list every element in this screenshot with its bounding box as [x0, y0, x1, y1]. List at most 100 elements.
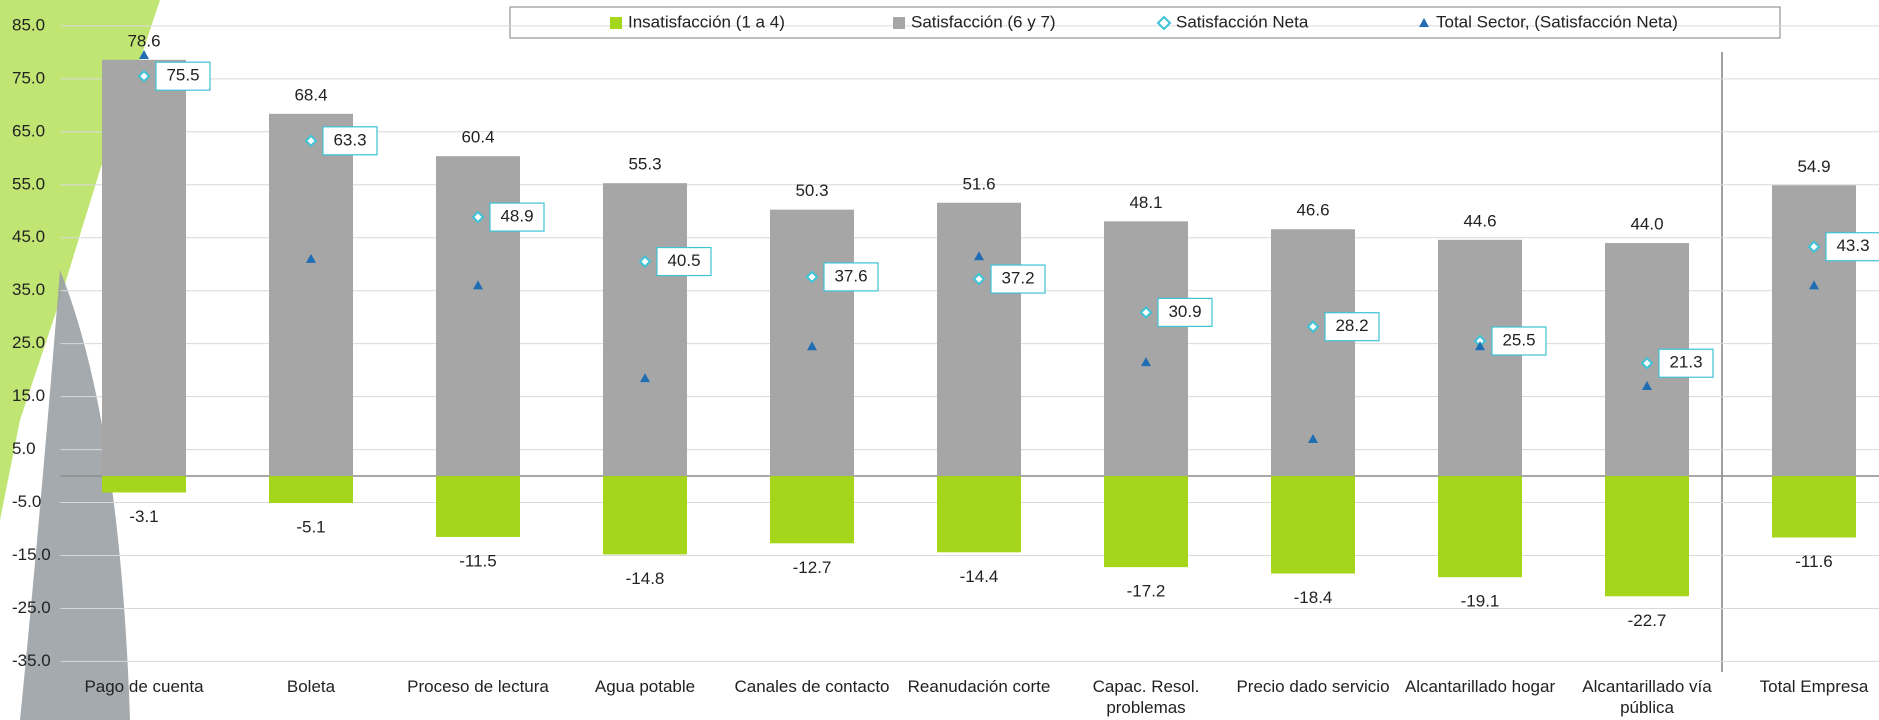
data-label-box — [656, 246, 712, 277]
bar — [436, 476, 520, 537]
data-label: 60.4 — [461, 128, 494, 147]
point — [1475, 341, 1485, 351]
data-label: 25.5 — [1502, 330, 1535, 349]
data-label-box — [1658, 348, 1714, 378]
data-label-box — [322, 126, 378, 156]
legend — [509, 6, 1781, 39]
bar — [269, 476, 353, 504]
point — [640, 373, 650, 383]
legend-label: Insatisfacción (1 a 4) — [628, 12, 785, 31]
bar — [603, 476, 687, 555]
point — [972, 272, 986, 286]
data-label: 68.4 — [294, 85, 327, 104]
y-tick-label: 15.0 — [12, 386, 45, 405]
data-label: 28.2 — [1335, 316, 1368, 335]
legend-label: Total Sector, (Satisfacción Neta) — [1436, 12, 1678, 31]
bar — [937, 202, 1021, 477]
point — [1642, 381, 1652, 391]
legend-swatch — [1419, 18, 1429, 27]
data-label: 48.1 — [1129, 193, 1162, 212]
data-label-box — [990, 264, 1046, 294]
x-tick-label: Alcantarillado hogar — [1404, 677, 1556, 696]
bar — [1104, 476, 1188, 568]
point — [1809, 280, 1819, 290]
data-label-box — [823, 262, 879, 292]
bar — [1772, 476, 1856, 538]
data-label-box — [489, 202, 545, 232]
data-label: 44.0 — [1630, 215, 1663, 234]
y-tick-label: -25.0 — [12, 598, 51, 617]
data-label: 54.9 — [1797, 157, 1830, 176]
x-tick-label: Alcantarillado vía pública — [1582, 677, 1712, 717]
bar — [102, 476, 186, 493]
x-tick-label: Capac. Resol. problemas — [1092, 677, 1200, 717]
data-label: -11.5 — [459, 551, 497, 570]
legend-swatch — [610, 17, 622, 29]
x-tick-label: Boleta — [286, 677, 336, 696]
data-label: 48.9 — [500, 207, 533, 226]
decoration — [0, 0, 160, 520]
point — [1640, 356, 1654, 370]
bar — [1104, 221, 1188, 477]
y-tick-label: -35.0 — [12, 651, 51, 670]
y-tick-label: 55.0 — [12, 174, 45, 193]
data-label: 78.6 — [127, 31, 160, 50]
bar — [1438, 239, 1522, 477]
data-label: -12.7 — [793, 558, 832, 577]
bar — [1271, 476, 1355, 574]
data-label: 37.2 — [1001, 269, 1034, 288]
x-tick-label: Proceso de lectura — [407, 677, 549, 696]
bar — [269, 113, 353, 477]
x-tick-label: Agua potable — [594, 677, 696, 696]
data-label: -14.4 — [960, 567, 999, 586]
data-label: 63.3 — [333, 130, 366, 149]
data-label: -11.6 — [1795, 552, 1833, 571]
bar — [1772, 185, 1856, 477]
x-tick-label: Total Empresa — [1759, 677, 1869, 696]
point — [471, 210, 485, 224]
bar — [102, 59, 186, 477]
bar — [937, 476, 1021, 553]
x-tick-label: Pago de cuenta — [84, 677, 204, 696]
y-tick-label: 75.0 — [12, 68, 45, 87]
data-label: 50.3 — [795, 181, 828, 200]
x-tick-label: Canales de contacto — [734, 677, 890, 696]
y-tick-label: -5.0 — [12, 492, 41, 511]
bar — [1605, 476, 1689, 597]
decoration — [20, 270, 130, 720]
bar — [603, 183, 687, 477]
y-tick-label: 65.0 — [12, 121, 45, 140]
data-label: -18.4 — [1294, 588, 1333, 607]
data-label: 55.3 — [628, 155, 661, 174]
data-label: -5.1 — [296, 518, 325, 537]
data-label: 46.6 — [1296, 201, 1329, 220]
point — [1807, 240, 1821, 254]
point — [638, 255, 652, 268]
bar — [770, 476, 854, 544]
y-tick-label: 35.0 — [12, 280, 45, 299]
y-tick-label: 25.0 — [12, 333, 45, 352]
data-label: 75.5 — [166, 66, 199, 85]
point — [1141, 357, 1151, 367]
data-label-box — [155, 61, 211, 91]
y-tick-label: -15.0 — [12, 545, 51, 564]
data-label: -17.2 — [1127, 582, 1166, 601]
point — [137, 69, 151, 83]
data-label-box — [1157, 297, 1213, 328]
legend-swatch — [893, 17, 905, 29]
data-label: -19.1 — [1461, 592, 1500, 611]
data-label: 21.3 — [1669, 353, 1702, 372]
point — [805, 270, 819, 284]
data-label-box — [1324, 312, 1380, 342]
data-label: -22.7 — [1628, 611, 1667, 630]
point — [304, 134, 318, 148]
data-label: 51.6 — [962, 174, 995, 193]
data-label: 40.5 — [667, 251, 700, 270]
data-label-box — [1491, 326, 1547, 356]
point — [1306, 320, 1320, 334]
legend-swatch — [1156, 15, 1172, 31]
y-tick-label: 85.0 — [12, 15, 45, 34]
point — [1308, 433, 1318, 443]
